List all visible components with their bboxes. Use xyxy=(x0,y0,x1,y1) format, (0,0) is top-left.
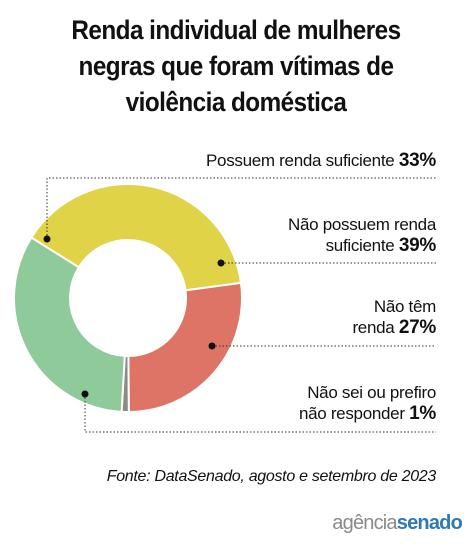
label-value: 1% xyxy=(409,403,436,424)
leader-dot-2 xyxy=(208,342,216,350)
brand-senado: senado xyxy=(396,512,463,534)
label-value: 39% xyxy=(398,235,436,256)
label-nao-sei: Não sei ou prefiro não responder 1% xyxy=(299,382,436,424)
title-line-3: violência doméstica xyxy=(125,87,347,117)
leader-line-0 xyxy=(46,177,436,239)
slice-nao-tem-renda xyxy=(127,281,243,414)
title-line-1: Renda individual de mulheres xyxy=(71,15,401,45)
label-value: 33% xyxy=(398,150,436,171)
label-value: 27% xyxy=(398,317,436,338)
brand-agencia: agência xyxy=(332,512,397,534)
leader-dot-1 xyxy=(217,259,225,267)
slice-nao-possuem-renda xyxy=(29,183,243,292)
label-possuem-renda: Possuem renda suficiente 33% xyxy=(206,150,436,171)
label-text-line-1: Não têm xyxy=(373,297,436,316)
label-text-line-2: suficiente xyxy=(325,236,395,255)
leader-dot-0 xyxy=(43,235,51,243)
source-note: Fonte: DataSenado, agosto e setembro de … xyxy=(106,468,437,485)
label-text-line-2: não responder xyxy=(298,404,405,423)
title-line-2: negras que foram vítimas de xyxy=(78,51,394,81)
label-text-line-2: renda xyxy=(352,318,395,337)
label-text: Possuem renda suficiente xyxy=(206,151,395,170)
chart-title: Renda individual de mulheres negras que … xyxy=(24,12,449,120)
label-nao-possuem-renda: Não possuem renda suficiente 39% xyxy=(288,214,436,256)
label-nao-tem-renda: Não têm renda 27% xyxy=(352,296,436,338)
leader-dot-3 xyxy=(81,390,89,398)
label-text-line-1: Não possuem renda xyxy=(288,215,436,234)
label-text-line-1: Não sei ou prefiro xyxy=(307,383,436,402)
slice-possuem-renda xyxy=(13,236,126,413)
agencia-senado-logo[interactable]: agênciasenado xyxy=(332,512,463,535)
